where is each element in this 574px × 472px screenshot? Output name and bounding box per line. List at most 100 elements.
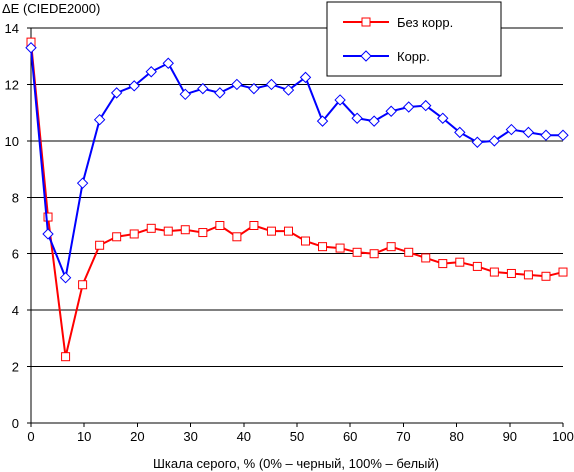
- data-point-22: [403, 101, 415, 113]
- x-tick-label-0: 0: [27, 429, 34, 444]
- y-tick-label-0: 0: [12, 416, 19, 431]
- data-point-8: [162, 57, 174, 69]
- legend: Без корр. Корр.: [326, 1, 502, 77]
- legend-swatch-marker: [361, 17, 371, 27]
- data-point-14: [266, 226, 276, 236]
- y-tick-label-5: 10: [5, 134, 19, 149]
- data-point-17: [316, 115, 329, 127]
- x-tick-label-5: 50: [290, 429, 304, 444]
- data-point-26: [471, 136, 484, 148]
- data-point-23: [421, 253, 431, 263]
- data-point-29: [523, 270, 533, 280]
- y-axis-title: ΔE (CIEDE2000): [2, 1, 100, 16]
- series-bez-korr: [26, 37, 568, 362]
- data-point-25: [454, 126, 466, 139]
- data-point-24: [437, 112, 449, 124]
- data-point-2: [59, 271, 72, 284]
- data-point-12: [232, 232, 242, 242]
- data-point-5: [110, 87, 123, 99]
- legend-label: Без корр.: [397, 15, 453, 30]
- y-tick-label-3: 6: [12, 247, 19, 262]
- data-point-5: [112, 232, 122, 242]
- series-korr: [25, 42, 569, 284]
- data-point-0: [25, 42, 37, 54]
- data-point-10: [197, 82, 209, 95]
- data-point-20: [368, 115, 380, 127]
- plot-area: [30, 28, 563, 424]
- y-tick-label-2: 4: [12, 303, 19, 318]
- data-point-4: [93, 113, 106, 126]
- x-tick-label-3: 30: [183, 429, 197, 444]
- data-point-8: [163, 226, 173, 236]
- data-point-31: [558, 267, 568, 277]
- data-point-11: [215, 221, 225, 230]
- data-point-27: [489, 267, 499, 277]
- x-tick-label-4: 40: [237, 429, 251, 444]
- data-point-9: [180, 225, 190, 235]
- data-point-12: [231, 78, 243, 91]
- x-tick-label-10: 100: [552, 429, 574, 444]
- data-point-31: [557, 129, 569, 141]
- data-point-29: [522, 126, 535, 139]
- data-point-2: [61, 352, 71, 362]
- data-point-21: [386, 242, 396, 252]
- data-point-22: [404, 247, 414, 257]
- y-tick-label-1: 2: [12, 360, 19, 375]
- data-point-15: [283, 226, 293, 236]
- data-point-1: [42, 228, 54, 240]
- data-point-1: [43, 212, 53, 222]
- grid-lines: [31, 27, 563, 424]
- data-point-15: [282, 84, 295, 96]
- data-point-27: [488, 135, 501, 147]
- series-line: [30, 47, 563, 279]
- data-point-10: [198, 228, 208, 238]
- data-point-30: [540, 129, 552, 141]
- data-point-19: [351, 112, 363, 124]
- data-point-3: [78, 280, 88, 290]
- data-point-24: [438, 259, 448, 269]
- data-point-13: [248, 82, 260, 95]
- data-point-13: [249, 221, 259, 230]
- data-point-4: [95, 240, 105, 250]
- legend-item-korr: Корр.: [343, 49, 430, 64]
- y-axis-ticks: 0 2 4 6 8 10 12 14: [5, 21, 31, 431]
- y-tick-label-4: 8: [12, 190, 19, 205]
- data-point-16: [299, 71, 312, 84]
- data-point-7: [145, 66, 157, 78]
- y-tick-label-7: 14: [5, 21, 19, 36]
- x-tick-label-1: 10: [77, 429, 91, 444]
- x-axis-ticks: 0 10 20 30 40 50 60 70 80 90 100: [27, 423, 574, 444]
- data-point-11: [214, 87, 226, 99]
- data-point-26: [472, 261, 482, 271]
- data-point-3: [76, 177, 89, 189]
- x-tick-label-6: 60: [343, 429, 357, 444]
- data-point-21: [385, 105, 397, 117]
- data-point-23: [420, 99, 432, 112]
- data-point-6: [128, 80, 140, 92]
- data-point-14: [265, 78, 278, 91]
- data-point-28: [505, 123, 518, 136]
- x-tick-label-2: 20: [130, 429, 144, 444]
- x-tick-label-8: 80: [449, 429, 463, 444]
- data-point-16: [301, 236, 311, 246]
- x-axis-title: Шкала серого, % (0% – черный, 100% – бел…: [153, 456, 439, 471]
- data-point-6: [129, 229, 139, 239]
- data-point-30: [541, 271, 551, 281]
- legend-label: Корр.: [397, 49, 430, 64]
- y-tick-label-6: 12: [5, 77, 19, 92]
- data-point-28: [506, 268, 516, 278]
- legend-swatch-marker: [360, 50, 372, 62]
- legend-item-bez-korr: Без корр.: [343, 15, 453, 30]
- legend-box: [326, 1, 502, 77]
- data-point-17: [318, 242, 328, 252]
- data-point-7: [146, 223, 156, 233]
- data-point-25: [455, 257, 465, 267]
- data-point-18: [334, 94, 346, 106]
- data-point-9: [179, 88, 191, 101]
- data-point-20: [369, 249, 379, 259]
- series-layer: [25, 37, 569, 362]
- series-line: [30, 42, 564, 358]
- x-tick-label-9: 90: [503, 429, 517, 444]
- data-point-19: [352, 247, 362, 257]
